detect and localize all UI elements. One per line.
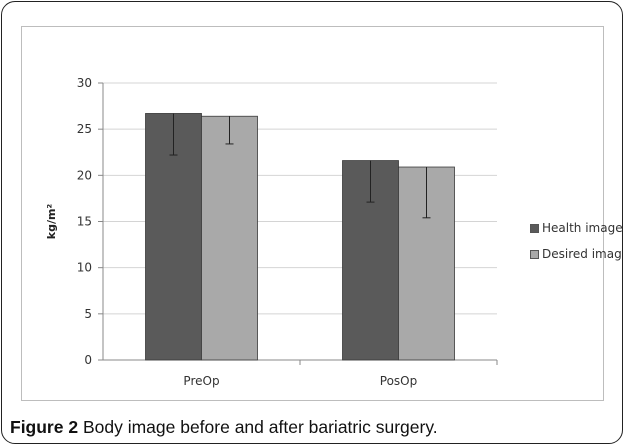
bar-chart: 0 5 10 15 20 25 30 kg/m² PreOp PosOp — [45, 76, 498, 388]
y-tick-label: 5 — [84, 307, 92, 321]
legend-label: Health image — [542, 221, 623, 235]
chart-area: 0 5 10 15 20 25 30 kg/m² PreOp PosOp Health image… — [21, 26, 622, 401]
figure-caption: Figure 2 Body image before and after bar… — [10, 417, 438, 438]
figure-caption-text: Body image before and after bariatric su… — [78, 417, 438, 437]
figure-label: Figure 2 — [10, 417, 79, 437]
y-tick-label: 10 — [77, 261, 92, 275]
legend-swatch — [530, 249, 539, 259]
legend-swatch — [530, 223, 539, 233]
y-tick-label: 30 — [77, 76, 92, 90]
legend-item: Desired image — [530, 247, 623, 261]
x-tick-label: PreOp — [183, 374, 219, 388]
bar-desired-image — [201, 115, 258, 361]
legend-label: Desired image — [542, 247, 623, 261]
chart-legend: Health image Desired image — [530, 221, 623, 273]
x-tick-label: PosOp — [380, 374, 417, 388]
y-tick-label: 25 — [77, 122, 92, 136]
y-tick-label: 0 — [84, 353, 92, 367]
y-axis-title: kg/m² — [45, 204, 58, 240]
y-tick-label: 15 — [77, 215, 92, 229]
y-tick-label: 20 — [77, 168, 92, 182]
legend-item: Health image — [530, 221, 623, 235]
